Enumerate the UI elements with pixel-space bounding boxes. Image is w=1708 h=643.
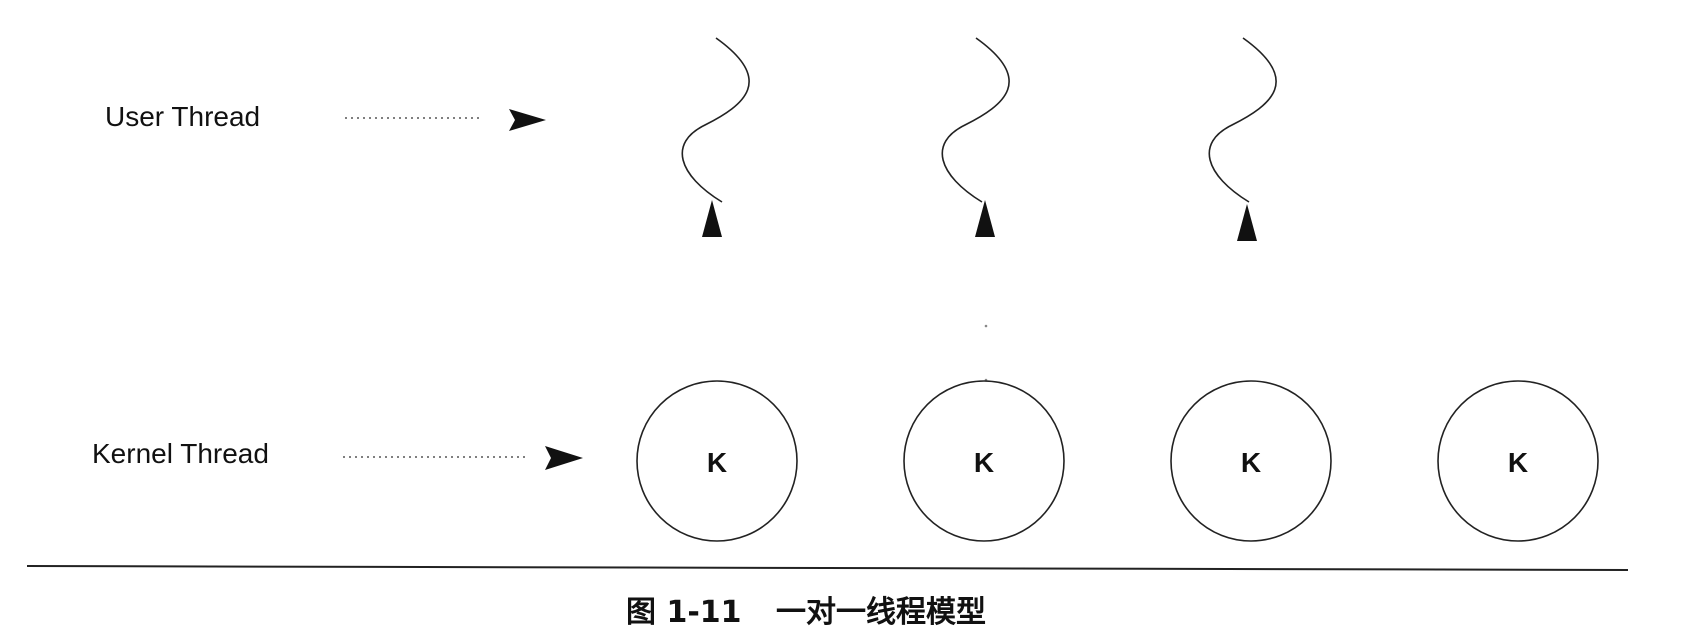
user-thread-label: User Thread [105, 101, 260, 132]
kernel-thread-label: Kernel Thread [92, 438, 269, 469]
kernel-thread-2-circle [903, 380, 1065, 542]
user-thread-1-wave [681, 37, 750, 203]
kernel-thread-3: K [1170, 380, 1332, 542]
kernel-thread-pointer-arrow [343, 446, 583, 470]
figure-divider [26, 565, 1629, 571]
user-thread-2-arrowhead [975, 200, 995, 237]
user-thread-2-wave [941, 37, 1010, 203]
user-thread-3-arrowhead [1237, 204, 1257, 241]
kernel-thread-4-symbol: K [1508, 447, 1528, 478]
kernel-thread-4-circle [1437, 380, 1599, 542]
user-thread-arrowhead [509, 109, 546, 131]
kernel-thread-2-symbol: K [974, 447, 994, 478]
mapping-dot [984, 324, 988, 328]
kernel-thread-1-circle [636, 380, 798, 542]
user-thread-1 [681, 37, 750, 237]
user-thread-3-wave [1208, 37, 1277, 203]
kernel-thread-1: K [636, 380, 798, 542]
figure-caption-number: 图 1-11 [626, 595, 742, 630]
figure-caption-title: 一对一线程模型 [776, 595, 986, 630]
kernel-thread-3-circle [1170, 380, 1332, 542]
user-thread-3 [1208, 37, 1277, 241]
kernel-thread-3-symbol: K [1241, 447, 1261, 478]
kernel-thread-arrowhead [545, 446, 583, 470]
user-thread-pointer-arrow [345, 109, 546, 131]
user-thread-2 [941, 37, 1010, 237]
kernel-thread-1-symbol: K [707, 447, 727, 478]
user-thread-1-arrowhead [702, 200, 722, 237]
kernel-thread-2: K [903, 380, 1065, 542]
kernel-thread-4: K [1437, 380, 1599, 542]
